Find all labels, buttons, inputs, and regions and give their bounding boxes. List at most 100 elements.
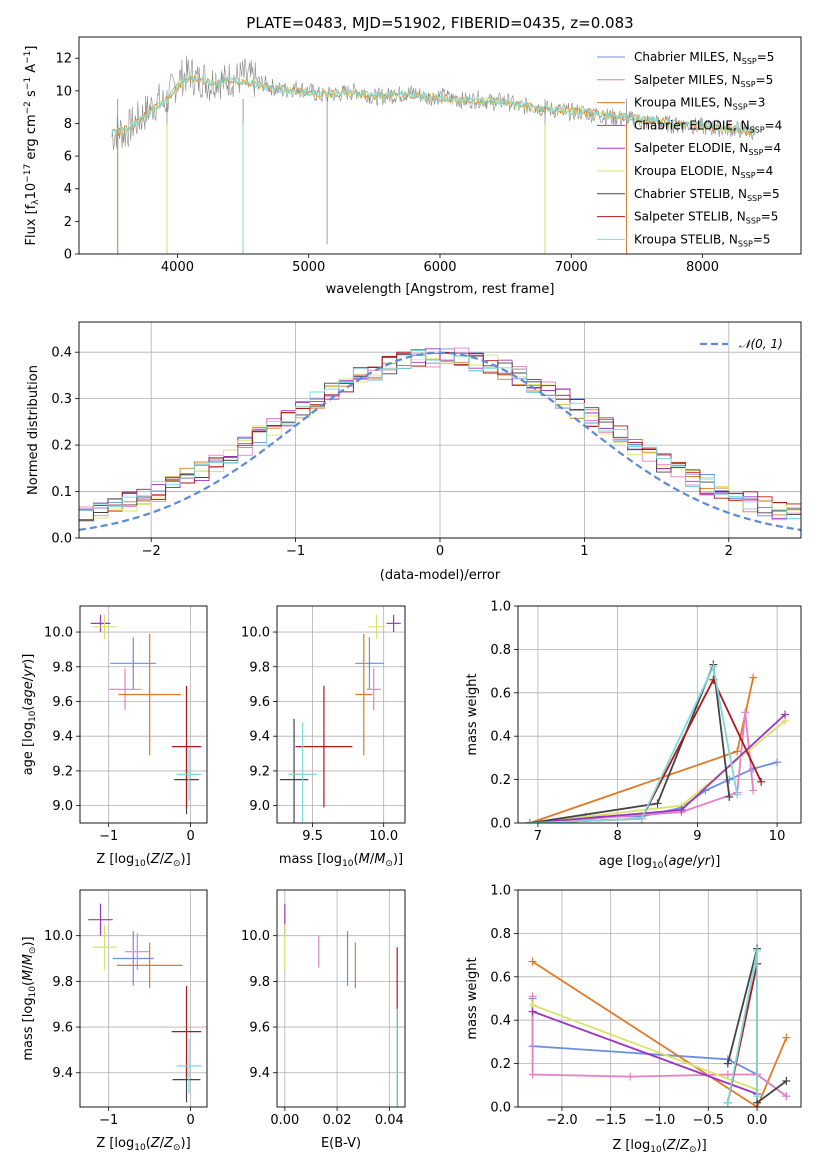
y-axis-label: mass weight xyxy=(465,957,480,1039)
weight-series-line xyxy=(532,1010,758,1095)
x-tick-label: 10 xyxy=(769,829,786,844)
x-axis-label: Z [log10(Z/Z⊙)] xyxy=(96,1136,190,1153)
legend-label: Chabrier MILES, NSSP=5 xyxy=(634,50,774,66)
x-tick-label: −1.0 xyxy=(644,1113,676,1128)
y-tick-label: 9.4 xyxy=(249,1066,270,1081)
y-tick-label: 10.0 xyxy=(44,626,73,641)
legend-subscript: SSP xyxy=(746,217,761,226)
legend-label-text: Chabrier STELIB, N xyxy=(634,187,747,201)
y-tick-label: 9.8 xyxy=(249,975,270,990)
residual-histogram-step xyxy=(79,350,801,519)
x-tick-label: 0.02 xyxy=(323,1113,352,1128)
x-axis-label: age [log10(age/yr)] xyxy=(599,854,721,871)
x-axis-label: mass [log10(M/M⊙)] xyxy=(279,852,403,869)
y-tick-label: 0.4 xyxy=(490,730,511,745)
y-tick-label: 0.4 xyxy=(51,346,72,361)
x-tick-label: 7 xyxy=(534,829,542,844)
x-axis-label: Z [log10(Z/Z⊙)] xyxy=(612,1138,706,1155)
legend-label: Salpeter MILES, NSSP=5 xyxy=(634,73,773,89)
legend-label-text: Chabrier ELODIE, N xyxy=(634,118,750,132)
axes-frame xyxy=(79,889,208,1108)
x-tick-label: −1 xyxy=(99,829,118,844)
legend-count: =5 xyxy=(757,50,775,64)
observed-spectrum-line xyxy=(111,55,755,151)
axes-frame xyxy=(78,36,802,255)
y-tick-label: 0.3 xyxy=(51,392,72,407)
y-tick-label: 9.0 xyxy=(249,799,270,814)
legend-count: =4 xyxy=(765,118,783,132)
legend-label-text: Salpeter MILES, N xyxy=(634,73,741,87)
legend-count: =5 xyxy=(761,210,779,224)
x-tick-label: −1 xyxy=(286,544,305,559)
plot-area xyxy=(279,614,401,823)
y-tick-label: 0.6 xyxy=(490,686,511,701)
legend-count: =5 xyxy=(762,187,780,201)
weight-series-line xyxy=(726,950,758,1103)
y-axis-label: Normed distribution xyxy=(26,365,41,495)
legend-label: Kroupa MILES, NSSP=3 xyxy=(634,96,765,112)
y-tick-label: 9.4 xyxy=(249,730,270,745)
x-tick-label: −1.5 xyxy=(595,1113,627,1128)
x-tick-label: 0.00 xyxy=(270,1113,299,1128)
y-tick-label: 0.2 xyxy=(51,439,72,454)
axes-frame xyxy=(79,605,208,824)
x-tick-label: −2 xyxy=(142,544,161,559)
y-tick-label: 0.0 xyxy=(51,532,72,547)
axes-frame xyxy=(517,889,802,1108)
legend-subscript: SSP xyxy=(742,57,757,66)
weight-series-line xyxy=(532,1004,758,1091)
x-tick-label: 0 xyxy=(186,1113,194,1128)
legend-label: Chabrier ELODIE, NSSP=4 xyxy=(634,118,782,134)
legend-subscript: SSP xyxy=(738,239,753,248)
x-tick-label: −2.0 xyxy=(546,1113,578,1128)
legend-subscript: SSP xyxy=(741,171,756,180)
y-tick-label: 8 xyxy=(64,117,72,132)
weight-series-line xyxy=(531,996,787,1097)
legend-label: Kroupa STELIB, NSSP=5 xyxy=(634,232,771,248)
legend-subscript: SSP xyxy=(747,194,762,203)
mass-weight-vs-metallicity-panel: −2.0 −1.5 −1.0 −0.5 0.0 0.0 0.2 0.4 0.6 0.8 1.0 Z [… xyxy=(465,884,802,1155)
legend-count: =3 xyxy=(748,96,766,110)
y-tick-label: 0.0 xyxy=(490,817,511,832)
gaussian-curve xyxy=(79,351,801,531)
y-tick-label: 10.0 xyxy=(241,626,270,641)
legend-count: =4 xyxy=(756,164,774,178)
y-tick-label: 9.8 xyxy=(52,975,73,990)
x-tick-label: 0.04 xyxy=(375,1113,404,1128)
x-tick-label: 1 xyxy=(580,544,588,559)
x-tick-label: −1 xyxy=(99,1113,118,1128)
y-tick-label: 0.6 xyxy=(490,970,511,985)
y-tick-label: 0.2 xyxy=(490,773,511,788)
model-fit-kroupa-stelib xyxy=(111,75,756,137)
legend-count: =5 xyxy=(753,232,771,246)
legend-label: Chabrier STELIB, NSSP=5 xyxy=(634,187,780,203)
x-tick-label: −0.5 xyxy=(693,1113,725,1128)
x-tick-label: 8000 xyxy=(686,260,719,275)
x-axis-label: E(B-V) xyxy=(321,1136,361,1151)
x-axis-label: (data-model)/error xyxy=(380,568,501,583)
x-tick-label: 0 xyxy=(186,829,194,844)
page-title: PLATE=0483, MJD=51902, FIBERID=0435, z=0… xyxy=(246,14,633,32)
y-tick-label: 0.1 xyxy=(51,485,72,500)
x-tick-label: 8 xyxy=(614,829,622,844)
axes-frame xyxy=(517,605,802,824)
y-axis-label: mass [log10(M/M⊙)] xyxy=(21,936,38,1060)
age-vs-metallicity-panel: −1 0 9.0 9.2 9.4 9.6 9.8 10.0 Z [log10(Z/Z⊙)] age… xyxy=(21,605,208,869)
y-tick-label: 9.4 xyxy=(52,730,73,745)
x-tick-label: 2 xyxy=(725,544,733,559)
y-axis-label: age [log10(age/yr)] xyxy=(21,654,38,776)
x-tick-label: 9 xyxy=(693,829,701,844)
legend-label-text: Kroupa MILES, N xyxy=(634,96,733,110)
y-tick-label: 4 xyxy=(64,182,72,197)
x-tick-label: 0.0 xyxy=(747,1113,768,1128)
y-tick-label: 0.4 xyxy=(490,1014,511,1029)
legend-subscript: SSP xyxy=(748,148,763,157)
x-tick-label: 0 xyxy=(436,544,444,559)
plot-area xyxy=(111,55,756,254)
y-tick-label: 0.8 xyxy=(490,643,511,658)
y-tick-label: 6 xyxy=(64,150,72,165)
y-tick-label: 10 xyxy=(55,84,72,99)
plot-area xyxy=(90,614,202,815)
y-tick-label: 0.0 xyxy=(490,1101,511,1116)
x-axis-label: wavelength [Angstrom, rest frame] xyxy=(326,282,555,297)
